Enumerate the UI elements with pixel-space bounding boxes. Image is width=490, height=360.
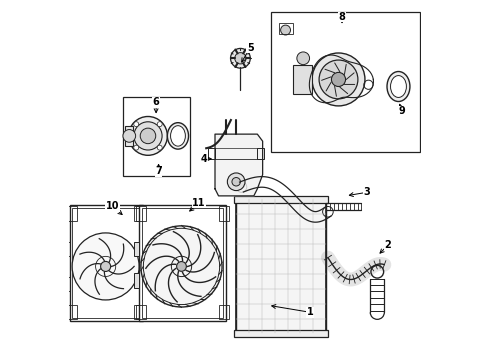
- Circle shape: [141, 226, 222, 307]
- Bar: [123, 97, 190, 176]
- Bar: [143, 277, 148, 291]
- Text: 10: 10: [106, 202, 120, 211]
- Text: 8: 8: [339, 12, 345, 22]
- Circle shape: [297, 52, 310, 65]
- Bar: [278, 23, 293, 33]
- Circle shape: [232, 177, 241, 186]
- Text: 11: 11: [193, 198, 206, 208]
- Bar: [125, 126, 133, 146]
- Circle shape: [140, 128, 156, 144]
- Bar: [142, 207, 223, 318]
- Circle shape: [176, 262, 186, 271]
- Bar: [234, 330, 328, 337]
- Bar: [271, 12, 419, 152]
- Bar: [65, 277, 71, 291]
- Bar: [136, 305, 146, 319]
- Bar: [234, 196, 328, 203]
- Text: 2: 2: [385, 240, 391, 250]
- Text: 4: 4: [201, 154, 208, 164]
- Bar: [219, 305, 229, 319]
- Bar: [134, 242, 139, 256]
- Bar: [134, 305, 145, 319]
- Bar: [208, 148, 215, 159]
- Circle shape: [157, 145, 162, 150]
- Bar: [143, 242, 148, 256]
- Circle shape: [235, 53, 246, 64]
- Circle shape: [230, 48, 250, 68]
- Bar: [71, 205, 143, 321]
- Bar: [134, 274, 139, 288]
- Text: 3: 3: [364, 187, 370, 197]
- Bar: [65, 242, 71, 256]
- Circle shape: [134, 145, 139, 150]
- Ellipse shape: [171, 126, 185, 146]
- Circle shape: [319, 60, 358, 99]
- Text: 9: 9: [399, 106, 405, 116]
- Bar: [257, 148, 265, 159]
- Text: 5: 5: [247, 43, 254, 53]
- Circle shape: [157, 122, 162, 127]
- Bar: [236, 199, 326, 333]
- Circle shape: [72, 233, 139, 300]
- Ellipse shape: [387, 72, 410, 102]
- Circle shape: [227, 173, 245, 190]
- Text: 7: 7: [155, 166, 162, 176]
- Ellipse shape: [168, 123, 189, 149]
- Circle shape: [312, 53, 365, 106]
- Text: 1: 1: [307, 307, 314, 317]
- Circle shape: [331, 72, 345, 86]
- Bar: [134, 207, 145, 221]
- Bar: [136, 207, 146, 221]
- Bar: [67, 305, 77, 319]
- Circle shape: [281, 25, 291, 35]
- Bar: [293, 66, 312, 94]
- Bar: [139, 205, 225, 321]
- Bar: [236, 199, 326, 333]
- Bar: [72, 207, 140, 318]
- Circle shape: [100, 261, 111, 271]
- Polygon shape: [215, 134, 263, 196]
- Circle shape: [128, 117, 168, 155]
- Circle shape: [134, 122, 139, 127]
- Ellipse shape: [391, 76, 406, 98]
- Bar: [67, 207, 77, 221]
- Text: 6: 6: [153, 98, 159, 107]
- Circle shape: [134, 122, 162, 150]
- Bar: [219, 207, 229, 221]
- Circle shape: [123, 130, 136, 142]
